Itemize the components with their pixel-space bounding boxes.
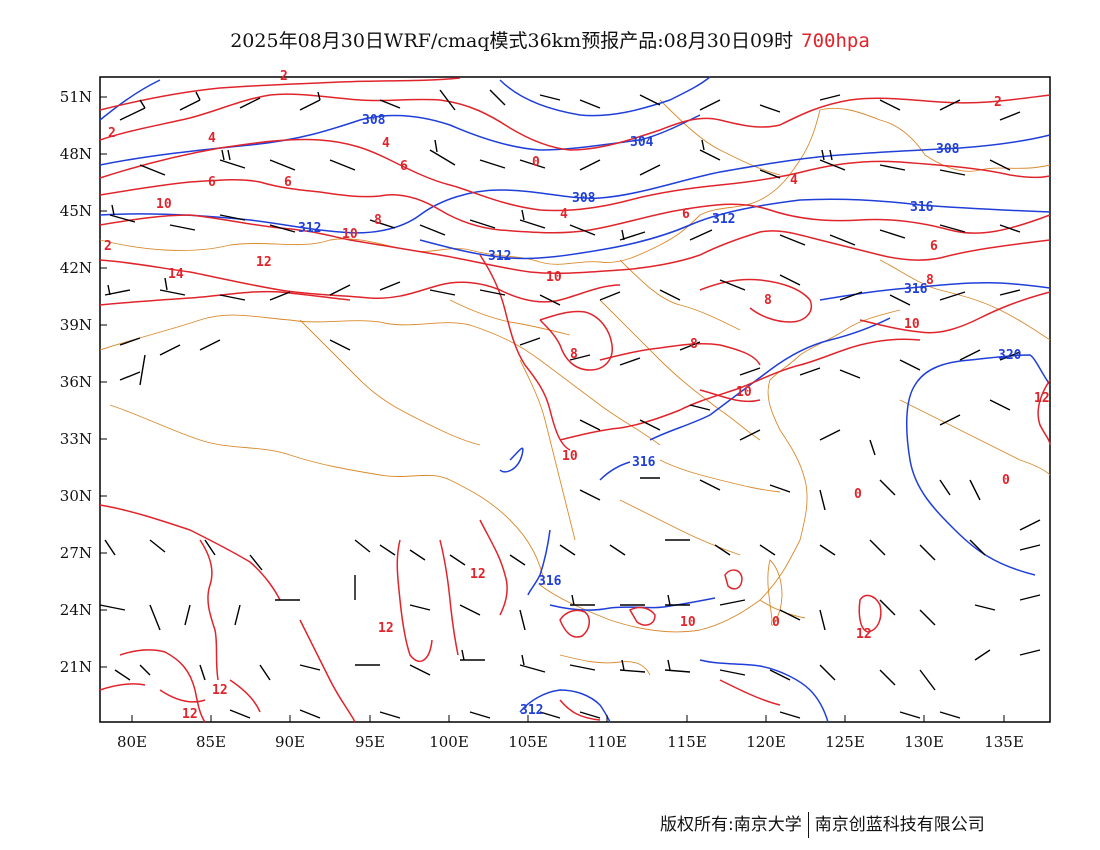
- y-tick-label: 51N: [60, 88, 92, 106]
- temp-label: 2: [104, 239, 112, 254]
- temp-label: 10: [736, 385, 752, 400]
- temp-label: 4: [560, 207, 568, 222]
- x-tick-label: 90E: [275, 733, 305, 751]
- plot-frame: [99, 76, 1051, 723]
- title-level: 700hpa: [801, 30, 870, 52]
- x-tick-label: 120E: [746, 733, 786, 751]
- height-label: 304: [630, 135, 654, 150]
- height-label: 308: [362, 113, 386, 128]
- temp-label: 6: [682, 207, 690, 222]
- height-label: 316: [632, 455, 656, 470]
- x-tick-label: 105E: [508, 733, 548, 751]
- x-tick-label: 80E: [117, 733, 147, 751]
- temp-label: 14: [168, 267, 184, 282]
- x-axis-labels: 80E 85E 90E 95E 100E 105E 110E 115E 120E…: [117, 733, 1024, 751]
- height-label: 312: [488, 249, 511, 264]
- x-tick-label: 85E: [196, 733, 226, 751]
- y-tick-label: 36N: [60, 373, 92, 391]
- temperature-labels: 2 2 2 2 4 4 4 6 6 6 6 6 8 8 8 8 8 10 10 …: [104, 69, 1050, 722]
- temp-label: 2: [994, 95, 1002, 110]
- x-tick-label: 115E: [667, 733, 707, 751]
- y-tick-label: 39N: [60, 316, 92, 334]
- y-tick-label: 42N: [60, 259, 92, 277]
- temp-label: 10: [546, 270, 562, 285]
- temp-label: 4: [208, 131, 216, 146]
- temp-label: 10: [342, 227, 358, 242]
- height-label: 320: [998, 348, 1022, 363]
- x-tick-label: 100E: [429, 733, 469, 751]
- y-tick-label: 33N: [60, 430, 92, 448]
- height-label: 308: [572, 191, 596, 206]
- y-tick-label: 21N: [60, 658, 92, 676]
- temp-label: 6: [400, 159, 408, 174]
- temp-label: 10: [680, 615, 696, 630]
- x-tick-label: 95E: [355, 733, 385, 751]
- y-tick-label: 30N: [60, 487, 92, 505]
- temp-label: 12: [470, 567, 486, 582]
- temp-label: 4: [790, 173, 798, 188]
- temp-label: 12: [856, 627, 872, 642]
- temp-label: 10: [562, 449, 578, 464]
- temp-label: 8: [570, 347, 578, 362]
- x-tick-label: 135E: [984, 733, 1024, 751]
- temp-label: 12: [182, 707, 198, 722]
- temp-label: 8: [764, 293, 772, 308]
- temp-label: 0: [532, 155, 540, 170]
- temp-label: 6: [930, 239, 938, 254]
- temp-label: 2: [280, 69, 288, 84]
- copyright-owner: 版权所有:南京大学: [660, 815, 802, 835]
- temp-label: 10: [156, 197, 172, 212]
- title-main: 2025年08月30日WRF/cmaq模式36km预报产品:08月30日09时: [230, 30, 794, 52]
- wind-barbs: [99, 89, 1041, 719]
- y-tick-label: 48N: [60, 145, 92, 163]
- temp-label: 0: [1002, 473, 1010, 488]
- x-tick-label: 125E: [825, 733, 865, 751]
- height-label: 308: [936, 142, 960, 157]
- temp-label: 0: [854, 487, 862, 502]
- y-tick-label: 27N: [60, 544, 92, 562]
- temp-label: 10: [904, 317, 920, 332]
- temp-label: 8: [926, 273, 934, 288]
- temp-label: 12: [1034, 391, 1050, 406]
- axis-ticks: [100, 96, 1005, 722]
- temp-label: 6: [284, 175, 292, 190]
- temp-label: 12: [212, 683, 228, 698]
- footer-divider: [807, 812, 809, 838]
- height-labels: 308 304 308 308 312 312 312 316 316 316 …: [298, 113, 1022, 718]
- temp-label: 8: [690, 337, 698, 352]
- height-label: 316: [538, 574, 562, 589]
- temp-label: 6: [208, 175, 216, 190]
- x-tick-label: 130E: [904, 733, 944, 751]
- y-axis-labels: 51N 48N 45N 42N 39N 36N 33N 30N 27N 24N …: [60, 88, 92, 676]
- height-contours: [99, 76, 1051, 723]
- height-label: 312: [712, 212, 735, 227]
- copyright-footer: 版权所有:南京大学 南京创蓝科技有限公司: [660, 810, 985, 838]
- height-label: 316: [910, 200, 934, 215]
- border-lines: [99, 99, 1051, 676]
- temp-label: 12: [378, 621, 394, 636]
- height-label: 312: [520, 703, 543, 718]
- temp-label: 2: [108, 126, 116, 141]
- height-label: 316: [904, 282, 928, 297]
- y-tick-label: 45N: [60, 202, 92, 220]
- chart-title: 2025年08月30日WRF/cmaq模式36km预报产品:08月30日09时 7…: [0, 26, 1100, 53]
- height-label: 312: [298, 221, 321, 236]
- y-tick-label: 24N: [60, 601, 92, 619]
- temp-label: 4: [382, 136, 390, 151]
- copyright-company: 南京创蓝科技有限公司: [814, 815, 985, 835]
- temp-label: 8: [374, 213, 382, 228]
- temp-label: 12: [256, 255, 272, 270]
- temperature-contours: [99, 77, 1051, 723]
- x-tick-label: 110E: [587, 733, 627, 751]
- temp-label: 0: [772, 615, 780, 630]
